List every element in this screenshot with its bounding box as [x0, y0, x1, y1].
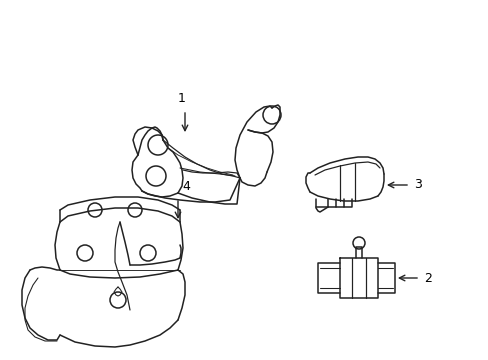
Text: 1: 1 — [178, 92, 185, 105]
Text: 3: 3 — [413, 179, 421, 192]
Text: 4: 4 — [182, 180, 189, 193]
Text: 2: 2 — [423, 271, 431, 284]
